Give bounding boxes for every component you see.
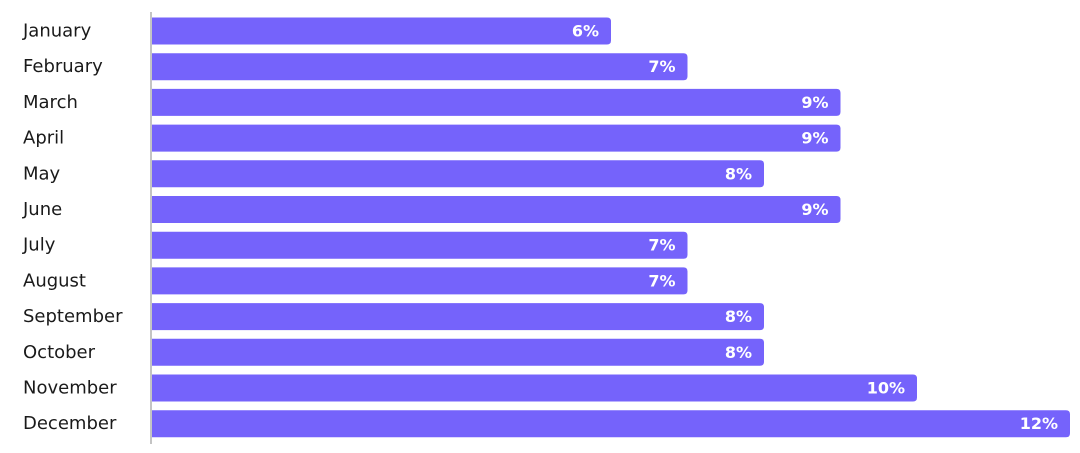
- value-label-march: 9%: [801, 93, 828, 112]
- value-label-november: 10%: [867, 379, 905, 398]
- category-label-march: March: [23, 92, 78, 113]
- value-label-august: 7%: [648, 271, 675, 290]
- category-label-july: July: [22, 235, 56, 256]
- category-label-june: June: [22, 199, 62, 220]
- value-labels-group: 6% 7% 9% 9% 8% 9% 7% 7% 8% 8% 10% 12%: [572, 22, 1058, 434]
- value-label-december: 12%: [1020, 414, 1058, 433]
- bar-july: [152, 231, 688, 259]
- value-label-january: 6%: [572, 22, 599, 41]
- bar-june: [152, 196, 841, 223]
- category-label-november: November: [23, 378, 117, 399]
- category-label-february: February: [23, 56, 103, 77]
- category-label-may: May: [23, 163, 61, 184]
- value-label-july: 7%: [648, 236, 675, 255]
- bar-september: [152, 303, 764, 331]
- category-labels-group: January February March April May June July Augu…: [22, 21, 123, 435]
- bar-december: [152, 410, 1070, 438]
- bar-august: [152, 267, 688, 295]
- value-label-april: 9%: [801, 129, 828, 148]
- bar-january: [152, 17, 611, 45]
- value-label-june: 9%: [801, 200, 828, 219]
- bar-february: [152, 53, 688, 81]
- category-label-october: October: [23, 342, 96, 363]
- value-label-may: 8%: [725, 164, 752, 183]
- bar-november: [152, 374, 917, 402]
- value-label-february: 7%: [648, 57, 675, 76]
- category-label-august: August: [23, 270, 86, 291]
- value-label-september: 8%: [725, 307, 752, 326]
- bar-october: [152, 338, 764, 366]
- bars-group: [152, 17, 1070, 438]
- bar-april: [152, 124, 841, 152]
- category-label-april: April: [23, 128, 64, 149]
- value-label-october: 8%: [725, 343, 752, 362]
- category-label-december: December: [23, 413, 117, 434]
- bar-march: [152, 88, 841, 116]
- category-label-january: January: [22, 21, 92, 42]
- bar-may: [152, 160, 764, 188]
- category-label-september: September: [23, 306, 123, 327]
